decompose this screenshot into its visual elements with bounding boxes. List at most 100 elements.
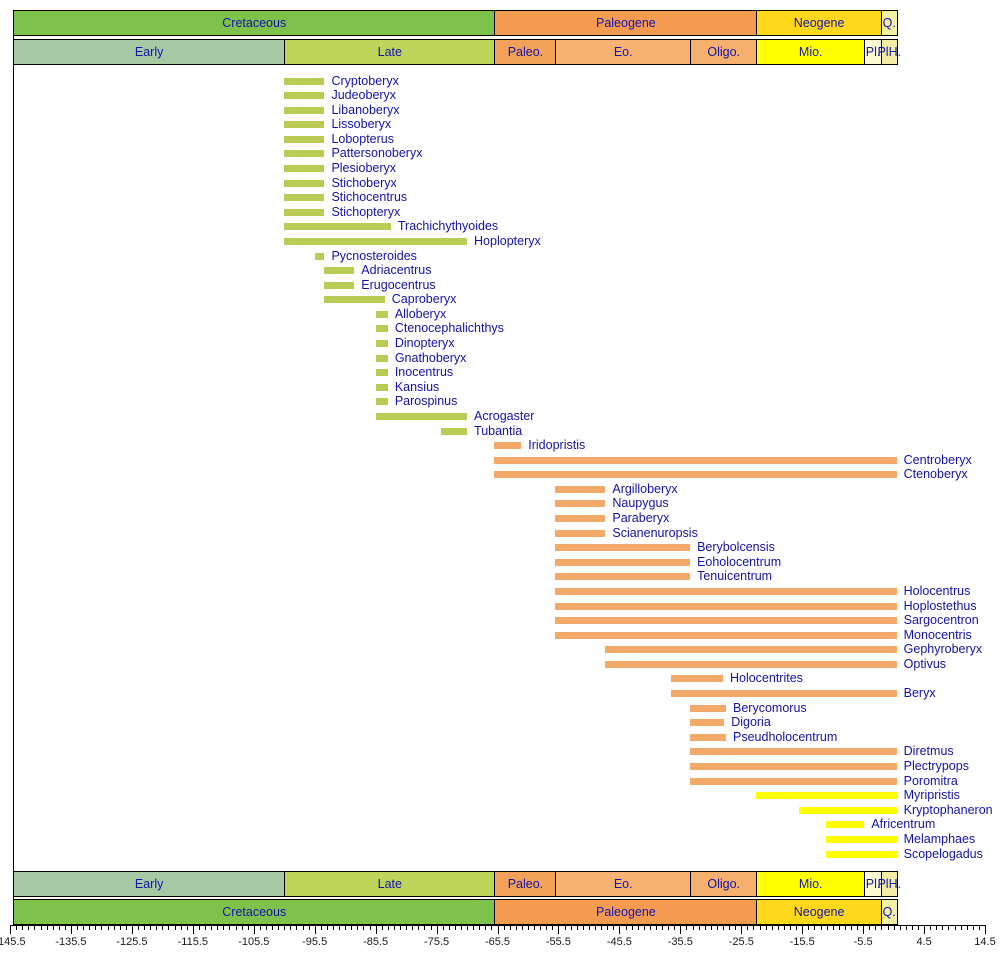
taxon-label: Scopelogadus xyxy=(903,846,983,861)
axis-minor-tick xyxy=(796,926,798,930)
axis-minor-tick xyxy=(723,926,724,930)
axis-minor-tick xyxy=(783,926,785,930)
axis-minor-tick xyxy=(363,926,365,930)
epoch-box-early_cretaceous: Early xyxy=(13,871,286,897)
taxon-label: Pattersonoberyx xyxy=(331,146,423,161)
taxon-label: Pycnosteroides xyxy=(331,248,417,263)
taxon-label: Cryptoberyx xyxy=(331,73,399,88)
axis-minor-tick xyxy=(893,926,895,930)
taxon-label: Monocentris xyxy=(903,627,972,642)
taxon-label: Parospinus xyxy=(394,394,458,409)
epoch-box-paleocene: Paleo. xyxy=(494,39,557,65)
axis-minor-tick xyxy=(393,926,395,930)
axis-minor-tick xyxy=(241,926,243,930)
axis-minor-tick xyxy=(89,926,91,930)
taxon-range-bar xyxy=(555,485,606,493)
axis-baseline xyxy=(10,925,986,926)
period-box-neogene: Neogene xyxy=(756,899,882,925)
taxon-range-bar xyxy=(375,325,388,333)
axis-tick-label: -35.5 xyxy=(667,936,693,948)
taxon-range-bar xyxy=(555,529,606,537)
axis-minor-tick xyxy=(369,926,371,930)
taxon-label: Optivus xyxy=(903,656,947,671)
taxon-label: Acrogaster xyxy=(474,408,535,423)
axis-major-tick xyxy=(436,926,438,934)
axis-minor-tick xyxy=(77,926,78,930)
taxon-label: Plectrypops xyxy=(903,758,969,773)
axis-minor-tick xyxy=(83,926,85,930)
axis-minor-tick xyxy=(64,926,66,930)
epoch-box-pliocene: Pl. xyxy=(864,39,882,65)
axis-minor-tick xyxy=(716,926,718,930)
axis-minor-tick xyxy=(357,926,359,930)
taxon-range-bar xyxy=(756,792,897,800)
axis-tick-label: -145.5 xyxy=(0,936,26,948)
taxon-range-bar xyxy=(284,135,325,143)
taxon-range-bar xyxy=(555,500,606,508)
taxon-label: Sargocentron xyxy=(903,613,979,628)
taxon-label: Digoria xyxy=(731,715,771,730)
taxon-range-bar xyxy=(799,806,897,814)
axis-minor-tick xyxy=(101,926,103,930)
axis-minor-tick xyxy=(595,926,596,930)
period-box-cretaceous: Cretaceous xyxy=(13,899,496,925)
axis-minor-tick xyxy=(662,926,663,930)
axis-minor-tick xyxy=(186,926,188,930)
axis-minor-tick xyxy=(954,926,956,930)
taxon-label: Gnathoberyx xyxy=(394,350,467,365)
axis-major-tick xyxy=(558,926,560,934)
axis-tick-label: -5.5 xyxy=(853,936,873,948)
axis-minor-tick xyxy=(686,926,688,930)
taxon-range-bar xyxy=(825,821,865,829)
taxon-label: Ctenocephalichthys xyxy=(394,321,504,336)
axis-minor-tick xyxy=(881,926,883,930)
taxon-range-bar xyxy=(690,733,727,741)
axis-minor-tick xyxy=(930,926,932,930)
axis-minor-tick xyxy=(138,926,139,930)
taxon-label: Kryptophaneron xyxy=(903,802,993,817)
taxon-label: Myripristis xyxy=(903,788,960,803)
axis-minor-tick xyxy=(655,926,657,930)
axis-minor-tick xyxy=(978,926,980,930)
taxon-range-bar xyxy=(375,398,388,406)
axis-minor-tick xyxy=(552,926,554,930)
axis-major-tick xyxy=(314,926,316,934)
axis-minor-tick xyxy=(290,926,292,930)
axis-major-tick xyxy=(253,926,255,934)
taxon-range-bar xyxy=(284,194,325,202)
axis-minor-tick xyxy=(302,926,304,930)
taxon-range-bar xyxy=(690,762,897,770)
axis-minor-tick xyxy=(643,926,645,930)
taxon-range-bar xyxy=(494,471,897,479)
axis-minor-tick xyxy=(710,926,712,930)
axis-minor-tick xyxy=(753,926,755,930)
taxon-range-bar xyxy=(555,631,897,639)
axis-minor-tick xyxy=(144,926,146,930)
axis-minor-tick xyxy=(668,926,670,930)
period-box-cretaceous: Cretaceous xyxy=(13,10,496,36)
axis-minor-tick xyxy=(729,926,731,930)
taxon-label: Alloberyx xyxy=(394,306,447,321)
axis-major-tick xyxy=(802,926,804,934)
taxon-label: Holocentrites xyxy=(729,671,803,686)
axis-tick-label: -25.5 xyxy=(728,936,754,948)
axis-tick-label: -115.5 xyxy=(177,936,208,948)
period-box-quaternary: Q. xyxy=(880,899,898,925)
axis-major-tick xyxy=(924,926,926,934)
taxon-range-bar xyxy=(284,106,325,114)
taxon-range-bar xyxy=(555,617,897,625)
taxon-label: Lobopterus xyxy=(331,131,394,146)
taxon-label: Hoplopteryx xyxy=(474,233,541,248)
epoch-box-pleistocene_holocene: PlH. xyxy=(877,871,901,897)
axis-minor-tick xyxy=(503,926,505,930)
axis-minor-tick xyxy=(747,926,749,930)
axis-minor-tick xyxy=(540,926,542,930)
axis-tick-label: -105.5 xyxy=(238,936,270,948)
axis-minor-tick xyxy=(613,926,615,930)
axis-major-tick xyxy=(10,926,11,934)
taxon-label: Trachichythyoides xyxy=(397,219,499,234)
axis-minor-tick xyxy=(857,926,858,930)
taxon-label: Beryx xyxy=(903,686,936,701)
taxon-label: Stichocentrus xyxy=(331,190,408,205)
